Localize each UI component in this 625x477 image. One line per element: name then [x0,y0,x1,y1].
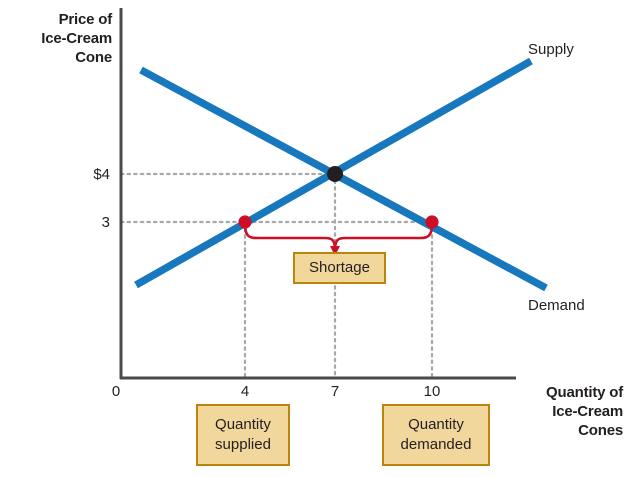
quantity-demanded-callout: Quantity demanded [382,404,490,466]
x-tick-label-10: 10 [423,383,441,400]
supply-curve-label: Supply [528,41,574,58]
data-point-markers [238,166,439,229]
y-axis-title: Price of Ice-Cream Cone [41,11,112,66]
x-tick-label-7: 7 [330,383,340,400]
y-tick-label-4: $4 [93,166,110,183]
x-axis-title: Quantity of Ice-Cream Cones [546,384,623,439]
marker-equilibrium [327,166,343,182]
quantity-supplied-callout: Quantity supplied [196,404,290,466]
demand-curve [139,66,548,292]
axes [119,8,516,380]
marker-quantity-supplied [238,215,252,229]
shortage-brace [243,222,434,256]
shortage-callout: Shortage [293,252,386,284]
x-tick-label-0: 0 [111,383,121,400]
demand-curve-label: Demand [528,297,585,314]
x-tick-label-4: 4 [240,383,250,400]
y-tick-label-3: 3 [101,214,110,231]
marker-quantity-demanded [425,215,439,229]
